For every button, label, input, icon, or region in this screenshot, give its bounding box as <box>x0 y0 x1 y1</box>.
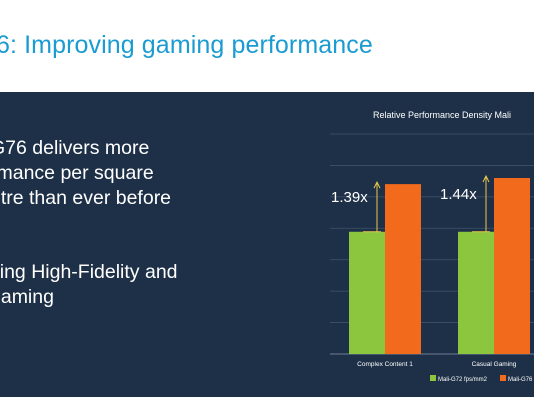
chart-legend: Mali-G72 fps/mm2 Mali-G76 <box>430 375 533 383</box>
legend-swatch-g76 <box>500 375 506 381</box>
bar-g76-1 <box>385 184 421 354</box>
ratio-label-1: 1.39x <box>331 189 368 206</box>
bullet-point-1: G76 delivers more rmance per square etre… <box>0 137 172 209</box>
ratio-arrow-head-1 <box>373 180 381 189</box>
bottom-bar <box>0 397 534 411</box>
legend-label-g76: Mali-G76 <box>508 377 533 383</box>
chart-annotations: 1.39x 1.44x <box>331 174 490 233</box>
bullet-point-2: ving High-Fidelity and gaming <box>0 261 178 308</box>
bar-g72-1 <box>349 231 385 354</box>
chart-bars <box>349 178 530 354</box>
bullet-list: G76 delivers more rmance per square etre… <box>0 92 330 397</box>
bar-g76-2 <box>494 178 530 354</box>
title-bar: 6: Improving gaming performance <box>0 0 534 92</box>
performance-chart: Relative Performance Density Mali 1.39x 1… <box>328 100 534 397</box>
chart-title: Relative Performance Density Mali <box>373 110 511 120</box>
legend-label-g72: Mali-G72 fps/mm2 <box>438 377 488 383</box>
ratio-arrow-head-2 <box>482 174 490 183</box>
chart-categories: Complex Content 1 Casual Gaming <box>357 361 517 368</box>
ratio-label-2: 1.44x <box>440 186 477 203</box>
category-label-2: Casual Gaming <box>472 361 517 368</box>
bar-g72-2 <box>458 231 494 354</box>
slide-title: 6: Improving gaming performance <box>0 31 373 59</box>
legend-swatch-g72 <box>430 375 436 381</box>
category-label-1: Complex Content 1 <box>357 361 413 368</box>
